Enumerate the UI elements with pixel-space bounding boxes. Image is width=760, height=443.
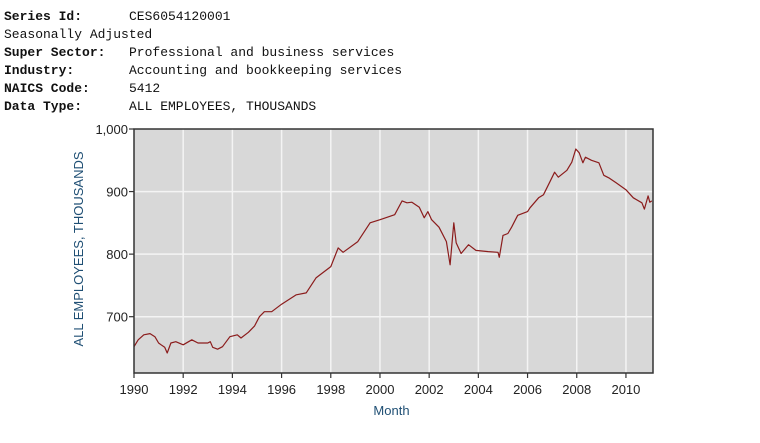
gridlines (134, 129, 653, 373)
meta-value: ALL EMPLOYEES, THOUSANDS (129, 99, 317, 114)
x-tick-label: 2006 (513, 382, 542, 397)
meta-data-type: Data Type: ALL EMPLOYEES, THOUSANDS (4, 98, 402, 116)
x-tick-label: 1992 (169, 382, 198, 397)
meta-naics-code: NAICS Code: 5412 (4, 80, 402, 98)
meta-seasonal: Seasonally Adjusted (4, 26, 402, 44)
y-tick-label: 800 (106, 247, 128, 262)
meta-industry: Industry: Accounting and bookkeeping ser… (4, 62, 402, 80)
x-axis-title: Month (373, 403, 409, 418)
y-tick-label: 1,000 (95, 122, 128, 137)
plot-area (134, 129, 653, 373)
meta-value: Professional and business services (129, 45, 395, 60)
y-axis-title: ALL EMPLOYEES, THOUSANDS (71, 151, 86, 346)
x-tick-label: 2004 (464, 382, 493, 397)
y-axis: 700 800 900 1,000 (95, 122, 134, 325)
meta-key: Series Id: (4, 9, 83, 24)
series-metadata: Series Id: CES6054120001 Seasonally Adju… (4, 8, 402, 116)
meta-super-sector: Super Sector: Professional and business … (4, 44, 402, 62)
x-tick-label: 2008 (562, 382, 591, 397)
meta-value: CES6054120001 (129, 9, 231, 24)
x-tick-label: 1998 (316, 382, 345, 397)
x-tick-label: 2002 (415, 382, 444, 397)
meta-series-id: Series Id: CES6054120001 (4, 8, 402, 26)
meta-key: Seasonally Adjusted (4, 27, 153, 42)
y-tick-label: 700 (106, 310, 128, 325)
meta-key: NAICS Code: (4, 81, 90, 96)
meta-key: Super Sector: (4, 45, 106, 60)
x-tick-label: 1996 (267, 382, 296, 397)
meta-value: Accounting and bookkeeping services (129, 63, 403, 78)
x-tick-label: 1994 (218, 382, 247, 397)
meta-key: Industry: (4, 63, 75, 78)
plot-frame (133, 128, 654, 374)
series-line (133, 148, 653, 354)
x-tick-label: 2010 (611, 382, 640, 397)
x-tick-label: 1990 (120, 382, 149, 397)
x-axis: 1990 1992 1994 1996 1998 2000 2002 2004 2006 2008… (120, 373, 640, 397)
x-tick-label: 2000 (366, 382, 395, 397)
meta-key: Data Type: (4, 99, 83, 114)
y-tick-label: 900 (106, 185, 128, 200)
meta-value: 5412 (129, 81, 161, 96)
